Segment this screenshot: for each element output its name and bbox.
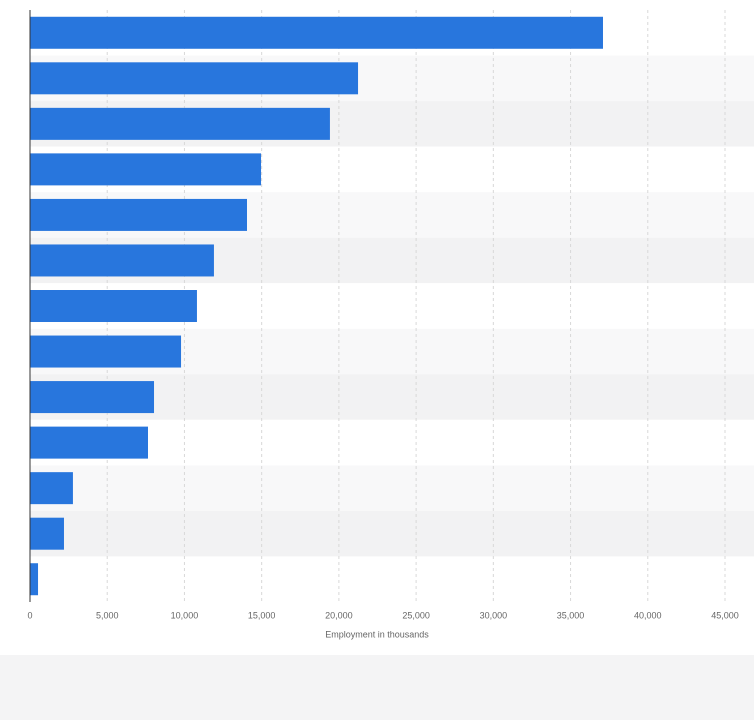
x-tick-label: 35,000 <box>557 610 585 620</box>
row-band <box>30 510 754 557</box>
x-tick-label: 20,000 <box>325 610 353 620</box>
x-tick-label: 40,000 <box>634 610 662 620</box>
bar <box>30 244 214 277</box>
bar <box>30 107 330 140</box>
bar <box>30 426 148 459</box>
bar <box>30 381 155 414</box>
row-band <box>30 556 754 602</box>
x-tick-label: 30,000 <box>480 610 508 620</box>
x-axis-title: Employment in thousands <box>325 629 429 639</box>
bar <box>30 472 73 505</box>
row-band <box>30 419 754 466</box>
bar <box>30 563 39 596</box>
bar <box>30 62 359 95</box>
bar <box>30 517 64 550</box>
bar <box>30 290 197 322</box>
x-tick-label: 10,000 <box>171 610 199 620</box>
x-tick-label: 15,000 <box>248 610 276 620</box>
x-tick-label: 5,000 <box>96 610 119 620</box>
bar <box>30 335 182 368</box>
bar <box>30 16 603 49</box>
bar <box>30 153 262 186</box>
row-band <box>30 465 754 511</box>
footer-band <box>0 655 754 720</box>
x-tick-label: 45,000 <box>711 610 739 620</box>
bar <box>30 198 247 231</box>
x-tick-label: 25,000 <box>402 610 430 620</box>
x-tick-label: 0 <box>27 610 32 620</box>
